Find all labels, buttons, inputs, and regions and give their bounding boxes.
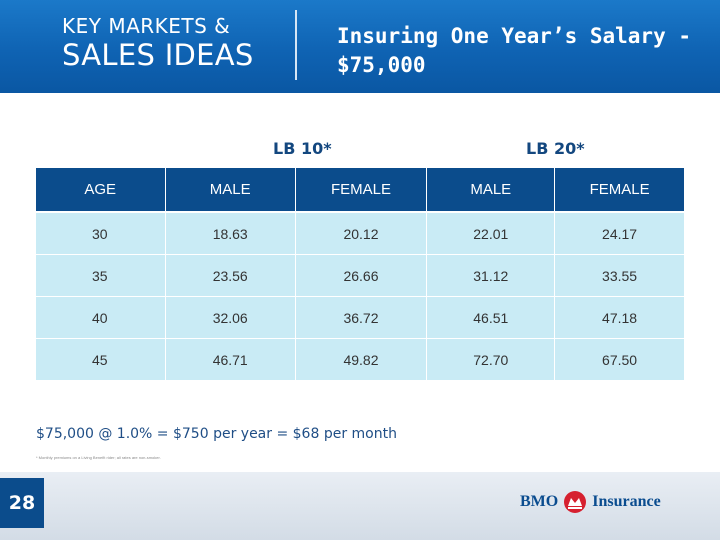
page-title: Insuring One Year’s Salary - $75,000 (337, 22, 707, 80)
column-header-lb10-male: MALE (165, 168, 296, 213)
table-cell: 20.12 (294, 211, 428, 255)
table-cell: 45 (35, 338, 166, 381)
table-cell: 72.70 (426, 338, 556, 381)
table-cell: 30 (35, 211, 166, 255)
table-cell: 46.51 (426, 296, 556, 339)
table-row: 40 32.06 36.72 46.51 47.18 (35, 296, 685, 339)
table-cell: 40 (35, 296, 166, 339)
table-cell: 36.72 (294, 296, 428, 339)
column-header-lb20-male: MALE (426, 168, 556, 213)
page-number: 28 (0, 478, 44, 528)
table-cell: 18.63 (164, 211, 296, 255)
table-cell: 46.71 (164, 338, 296, 381)
table-cell: 35 (35, 254, 166, 297)
bmo-roundel-icon (564, 491, 587, 513)
plan-label-lb10: LB 10* (273, 139, 332, 158)
table-cell: 47.18 (554, 296, 685, 339)
table-cell: 31.12 (426, 254, 556, 297)
header-banner: KEY MARKETS & SALES IDEAS Insuring One Y… (0, 0, 720, 93)
table-cell: 24.17 (554, 211, 685, 255)
column-header-age: AGE (35, 168, 166, 213)
footnote: * Monthly premiums on a Living Benefit r… (36, 455, 161, 460)
table-cell: 26.66 (294, 254, 428, 297)
table-row: 35 23.56 26.66 31.12 33.55 (35, 254, 685, 297)
plan-label-lb20: LB 20* (526, 139, 585, 158)
table-cell: 23.56 (164, 254, 296, 297)
logo-suffix-text: Insurance (592, 493, 661, 510)
logo-brand-text: BMO (520, 493, 559, 510)
table-header-row: AGE MALE FEMALE MALE FEMALE (35, 168, 685, 213)
table-cell: 67.50 (554, 338, 685, 381)
column-header-lb20-female: FEMALE (554, 168, 685, 213)
table-cell: 33.55 (554, 254, 685, 297)
premium-rate-table: AGE MALE FEMALE MALE FEMALE 30 18.63 20.… (35, 168, 685, 381)
table-row: 45 46.71 49.82 72.70 67.50 (35, 338, 685, 381)
section-kicker-line1: KEY MARKETS & (62, 14, 231, 38)
premium-formula: $75,000 @ 1.0% = $750 per year = $68 per… (36, 426, 397, 442)
table-cell: 32.06 (164, 296, 296, 339)
page-title-line2: $75,000 (337, 53, 426, 77)
footer-bar (0, 472, 720, 540)
page-title-line1: Insuring One Year’s Salary - (337, 24, 692, 48)
bmo-insurance-logo: BMO Insurance (520, 489, 661, 515)
header-divider (295, 10, 297, 80)
table-cell: 49.82 (294, 338, 428, 381)
table-cell: 22.01 (426, 211, 556, 255)
table-row: 30 18.63 20.12 22.01 24.17 (35, 211, 685, 255)
column-header-lb10-female: FEMALE (295, 168, 428, 213)
section-kicker-line2: SALES IDEAS (62, 38, 254, 72)
